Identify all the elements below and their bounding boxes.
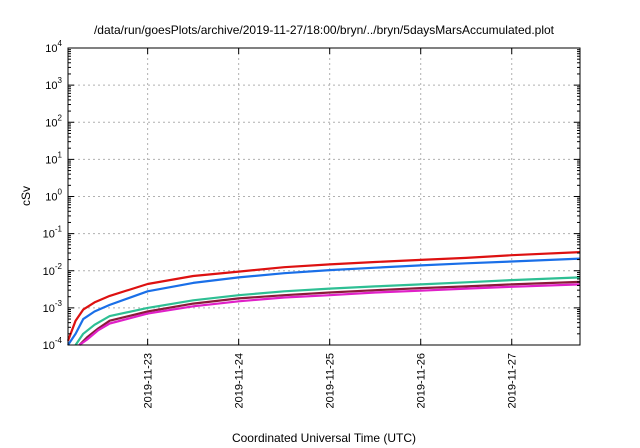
y-tick-label: 101 — [45, 150, 62, 166]
series-line — [66, 251, 581, 342]
axes: 10-4 10-3 10-2 10-1 100 101 102 103 104 2019-11-2… — [43, 39, 580, 408]
x-tick-label: 2019-11-26 — [416, 353, 428, 408]
y-tick-label: 104 — [45, 39, 62, 55]
y-axis-label: cSv — [19, 186, 33, 206]
chart-title: /data/run/goesPlots/archive/2019-11-27/1… — [94, 23, 555, 37]
x-tick-label: 2019-11-27 — [507, 353, 519, 408]
series-line — [74, 276, 581, 346]
series-layer — [66, 251, 581, 346]
series-line — [78, 283, 581, 346]
series-line — [67, 257, 581, 346]
x-tick-label: 2019-11-24 — [234, 353, 246, 408]
grid — [68, 48, 580, 345]
y-tick-label: 100 — [45, 188, 62, 204]
x-axis-label: Coordinated Universal Time (UTC) — [232, 431, 416, 445]
x-tick-label: 2019-11-23 — [143, 353, 155, 408]
series-line — [78, 280, 581, 346]
y-tick-label: 10-3 — [43, 299, 63, 315]
x-tick-label: 2019-11-25 — [325, 353, 337, 408]
y-tick-label: 10-1 — [43, 225, 63, 241]
y-tick-label: 102 — [45, 113, 62, 129]
y-tick-label: 10-2 — [43, 262, 63, 278]
y-tick-label: 103 — [45, 76, 62, 92]
y-tick-label: 10-4 — [43, 336, 63, 352]
